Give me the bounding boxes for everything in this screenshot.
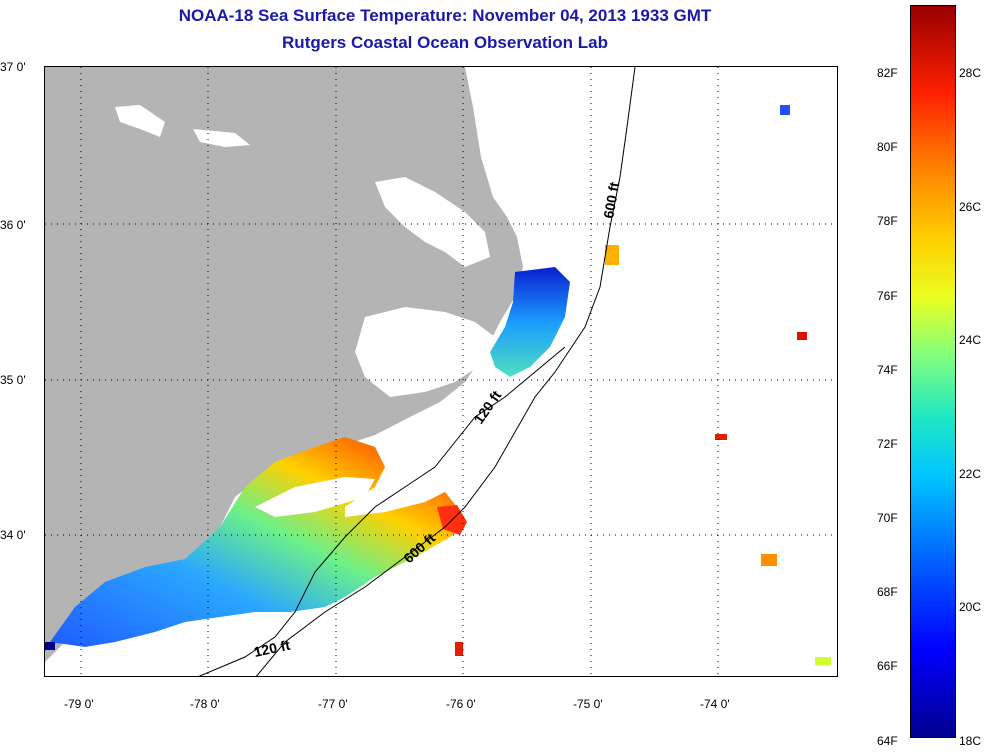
contour-600ft: [256, 67, 636, 676]
lat-label-34: 34 0': [0, 528, 26, 542]
colorbar-f-80: 80F: [877, 140, 898, 154]
sst-pixel-c: [761, 554, 777, 566]
lon-label-74: -74 0': [700, 697, 730, 711]
colorbar-f-64: 64F: [877, 734, 898, 748]
sst-pixel-h: [45, 642, 55, 650]
temperature-colorbar: [910, 5, 956, 738]
sst-pixel-b: [715, 434, 727, 440]
lon-label-77: -77 0': [318, 697, 348, 711]
lat-label-35: 35 0': [0, 373, 26, 387]
colorbar-f-66: 66F: [877, 659, 898, 673]
sst-pixel-g: [815, 657, 831, 665]
graticule: [45, 67, 837, 676]
colorbar-f-78: 78F: [877, 214, 898, 228]
colorbar-c-18: 18C: [959, 734, 982, 748]
sst-pixel-a: [797, 332, 807, 340]
colorbar-c-20: 20C: [959, 600, 982, 614]
colorbar-f-82: 82F: [877, 66, 898, 80]
river-inlet-2: [193, 129, 250, 147]
colorbar-c-22: 22C: [959, 467, 982, 481]
lon-label-76: -76 0': [446, 697, 476, 711]
colorbar-f-74: 74F: [877, 363, 898, 377]
map-subtitle: Rutgers Coastal Ocean Observation Lab: [282, 33, 608, 52]
sst-pixel-f: [780, 105, 790, 115]
sound-albemarle: [375, 177, 490, 267]
lon-label-78: -78 0': [190, 697, 220, 711]
contour-label-120-south: 120 ft: [252, 637, 291, 660]
contour-label-600-north: 600 ft: [600, 180, 622, 219]
sst-pixel-e: [455, 642, 463, 656]
sound-pamlico: [355, 307, 495, 397]
lat-label-36: 36 0': [0, 218, 26, 232]
contour-label-120-north: 120 ft: [470, 387, 504, 426]
lon-label-75: -75 0': [573, 697, 603, 711]
colorbar-f-76: 76F: [877, 289, 898, 303]
colorbar-f-70: 70F: [877, 511, 898, 525]
lon-label-79: -79 0': [64, 697, 94, 711]
sst-map-svg: 600 ft 120 ft 600 ft 120 ft: [45, 67, 837, 676]
colorbar-c-28: 28C: [959, 66, 982, 80]
contour-120ft: [198, 346, 566, 676]
colorbar-f-68: 68F: [877, 585, 898, 599]
cloud-mask-area: [255, 477, 375, 517]
map-title: NOAA-18 Sea Surface Temperature: Novembe…: [178, 6, 712, 25]
river-inlet: [115, 105, 165, 137]
colorbar-c-26: 26C: [959, 200, 982, 214]
sst-patch-north: [490, 267, 570, 377]
colorbar-c-24: 24C: [959, 333, 982, 347]
sst-pixel-d: [605, 245, 619, 265]
colorbar-f-72: 72F: [877, 437, 898, 451]
sst-map[interactable]: 600 ft 120 ft 600 ft 120 ft: [44, 66, 838, 677]
lat-label-37: 37 0': [0, 60, 26, 74]
